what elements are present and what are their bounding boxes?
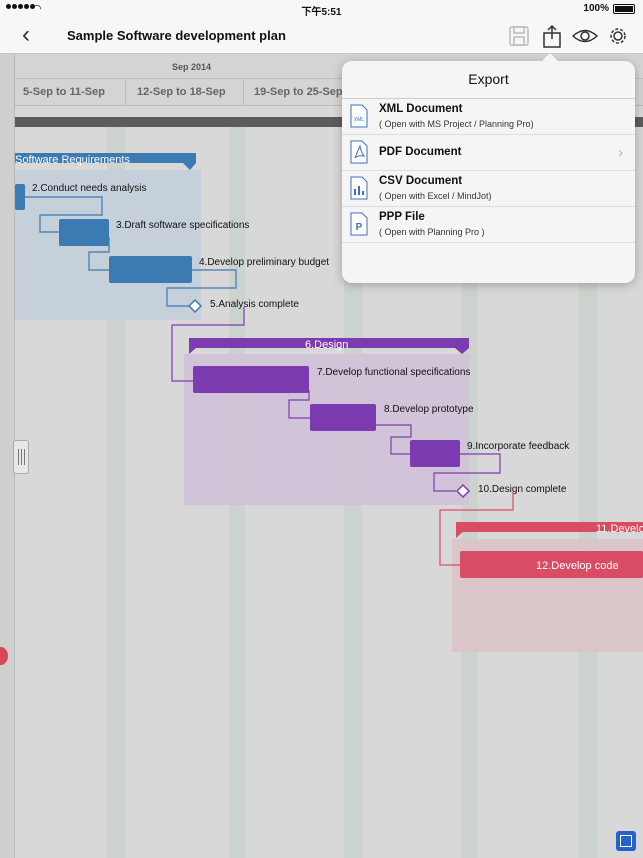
- share-icon[interactable]: [539, 24, 565, 48]
- export-pdf-row[interactable]: PDF Document ›: [342, 135, 635, 171]
- summary-design-label: 6.Design: [305, 339, 348, 351]
- summary-develop-label: 11.Develo: [596, 523, 643, 535]
- back-button[interactable]: ‹: [22, 21, 30, 48]
- week-label: 5-Sep to 11-Sep: [23, 86, 105, 98]
- status-bar: ◠ 下午5:51 100%: [0, 0, 643, 18]
- task-bar[interactable]: [59, 219, 109, 246]
- milestone-diamond[interactable]: [455, 483, 471, 499]
- export-xml-row[interactable]: XML XML Document ( Open with MS Project …: [342, 99, 635, 135]
- chevron-right-icon: ›: [618, 144, 623, 160]
- month-label: Sep 2014: [172, 62, 212, 72]
- ppp-file-icon: P: [350, 212, 368, 236]
- task-label: 7.Develop functional specifications: [317, 367, 470, 378]
- week-label: 19-Sep to 25-Sep: [254, 86, 343, 98]
- pdf-file-icon: [350, 140, 368, 164]
- task-bar[interactable]: [460, 551, 643, 578]
- xml-file-icon: XML: [350, 104, 368, 128]
- export-item-name: PDF Document: [379, 146, 462, 158]
- panel-resize-handle[interactable]: [13, 440, 29, 474]
- gear-icon[interactable]: [605, 24, 631, 48]
- fullscreen-button[interactable]: [616, 831, 636, 851]
- signal-icon: [6, 4, 35, 9]
- milestone-label: 10.Design complete: [478, 484, 567, 495]
- export-item-sub: ( Open with Excel / MindJot): [379, 191, 492, 201]
- task-label: 2.Conduct needs analysis: [32, 183, 147, 194]
- nav-bar: ‹ Sample Software development plan: [0, 18, 643, 54]
- task-label: 4.Develop preliminary budget: [199, 257, 329, 268]
- svg-text:XML: XML: [354, 117, 365, 123]
- task-label: 3.Draft software specifications: [116, 220, 249, 231]
- task-label: 8.Develop prototype: [384, 404, 474, 415]
- milestone-diamond[interactable]: [187, 298, 203, 314]
- task-label: 9.Incorporate feedback: [467, 441, 570, 452]
- task-bar[interactable]: [15, 184, 25, 210]
- wifi-icon: ◠: [32, 3, 42, 15]
- export-ppp-row[interactable]: P PPP File ( Open with Planning Pro ): [342, 207, 635, 243]
- export-item-sub: ( Open with MS Project / Planning Pro): [379, 119, 534, 129]
- save-icon[interactable]: [506, 24, 532, 48]
- export-csv-row[interactable]: CSV Document ( Open with Excel / MindJot…: [342, 171, 635, 207]
- export-item-sub: ( Open with Planning Pro ): [379, 227, 485, 237]
- task-bar[interactable]: [109, 256, 192, 283]
- task-label: 12.Develop code: [536, 560, 619, 572]
- today-marker: [0, 647, 8, 665]
- battery-icon: [613, 4, 635, 14]
- status-time: 下午5:51: [301, 7, 342, 18]
- page-title: Sample Software development plan: [67, 28, 286, 43]
- battery-percent: 100%: [583, 3, 609, 14]
- milestone-label: 5.Analysis complete: [210, 299, 299, 310]
- task-bar[interactable]: [410, 440, 460, 467]
- week-label: 12-Sep to 18-Sep: [137, 86, 226, 98]
- export-item-name: XML Document: [379, 103, 463, 115]
- task-bar[interactable]: [193, 366, 309, 393]
- popover-title: Export: [468, 71, 509, 87]
- task-bar[interactable]: [310, 404, 376, 431]
- export-item-name: PPP File: [379, 211, 425, 223]
- eye-icon[interactable]: [571, 24, 599, 48]
- summary-requirements-label: Software Requirements: [15, 154, 130, 166]
- csv-file-icon: [350, 176, 368, 200]
- timeline-today-band: [0, 117, 643, 127]
- export-item-name: CSV Document: [379, 175, 463, 187]
- export-popover: Export XML XML Document ( Open with MS P…: [342, 53, 635, 283]
- svg-text:P: P: [356, 222, 363, 233]
